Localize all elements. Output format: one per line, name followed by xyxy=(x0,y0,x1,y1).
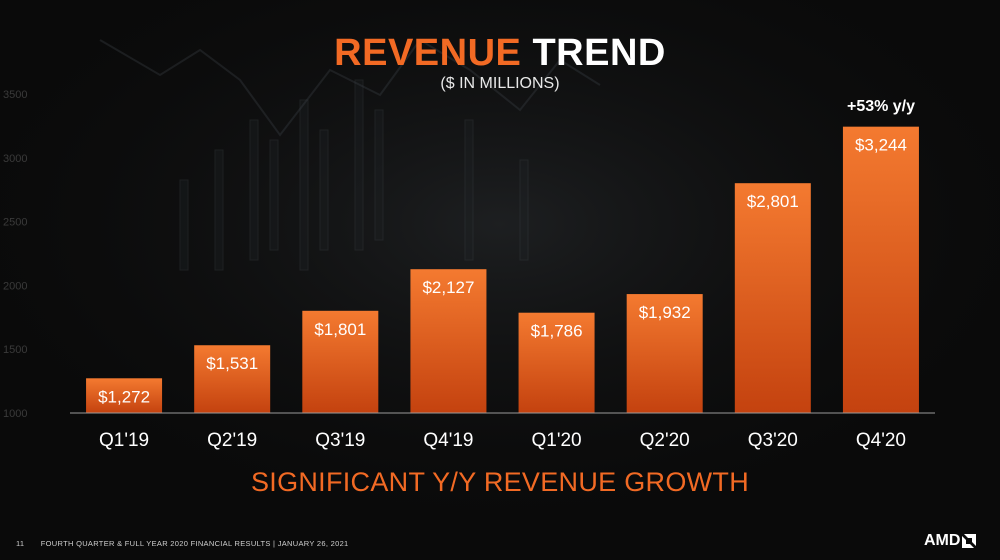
x-tick-label: Q4'19 xyxy=(423,430,473,451)
amd-logo: AMD xyxy=(924,532,977,550)
bar-q3-19 xyxy=(302,310,379,413)
growth-headline: SIGNIFICANT Y/Y REVENUE GROWTH xyxy=(250,467,750,497)
data-label: $1,531 xyxy=(206,354,258,373)
logo-text: AMD xyxy=(924,532,961,549)
data-label: $1,786 xyxy=(531,322,583,341)
slide-footer: 11 FOURTH QUARTER & FULL YEAR 2020 FINAN… xyxy=(16,539,349,548)
footer-text: FOURTH QUARTER & FULL YEAR 2020 FINANCIA… xyxy=(40,539,349,548)
data-label: $1,932 xyxy=(639,303,691,322)
slide-title: REVENUE TREND xyxy=(0,33,1000,73)
bar-q2-20 xyxy=(626,294,703,413)
x-tick-label: Q2'20 xyxy=(640,430,690,451)
y-tick-label: 2000 xyxy=(3,280,27,292)
x-tick-label: Q1'20 xyxy=(532,430,582,451)
title-word-revenue: REVENUE xyxy=(334,32,522,74)
x-tick-label: Q3'19 xyxy=(315,430,365,451)
data-label: $2,801 xyxy=(747,192,799,211)
bar-q4-19 xyxy=(410,269,487,413)
amd-arrow-icon xyxy=(962,534,977,548)
y-tick-label: 3000 xyxy=(3,153,27,165)
data-label: $3,244 xyxy=(855,136,907,155)
data-label: $2,127 xyxy=(422,278,474,297)
x-tick-label: Q3'20 xyxy=(748,430,798,451)
x-tick-label: Q4'20 xyxy=(856,430,906,451)
data-label: $1,272 xyxy=(98,387,150,406)
yoy-growth-callout: +53% y/y xyxy=(847,98,915,115)
data-label: $1,801 xyxy=(314,320,366,339)
bar-q2-19 xyxy=(194,345,271,413)
bar-q3-20 xyxy=(734,183,811,413)
x-tick-label: Q2'19 xyxy=(207,430,257,451)
page-number: 11 xyxy=(16,539,25,548)
title-word-trend: TREND xyxy=(532,32,666,74)
slide-subtitle: ($ IN MILLIONS) xyxy=(440,75,560,92)
bar-q1-20 xyxy=(518,312,595,413)
bar-q4-20 xyxy=(842,126,919,414)
y-tick-label: 3500 xyxy=(3,89,27,101)
x-tick-label: Q1'19 xyxy=(99,430,149,451)
bar-q1-19 xyxy=(86,378,163,413)
y-tick-label: 1000 xyxy=(3,408,27,420)
y-tick-label: 1500 xyxy=(3,344,27,356)
y-tick-label: 2500 xyxy=(3,217,27,229)
